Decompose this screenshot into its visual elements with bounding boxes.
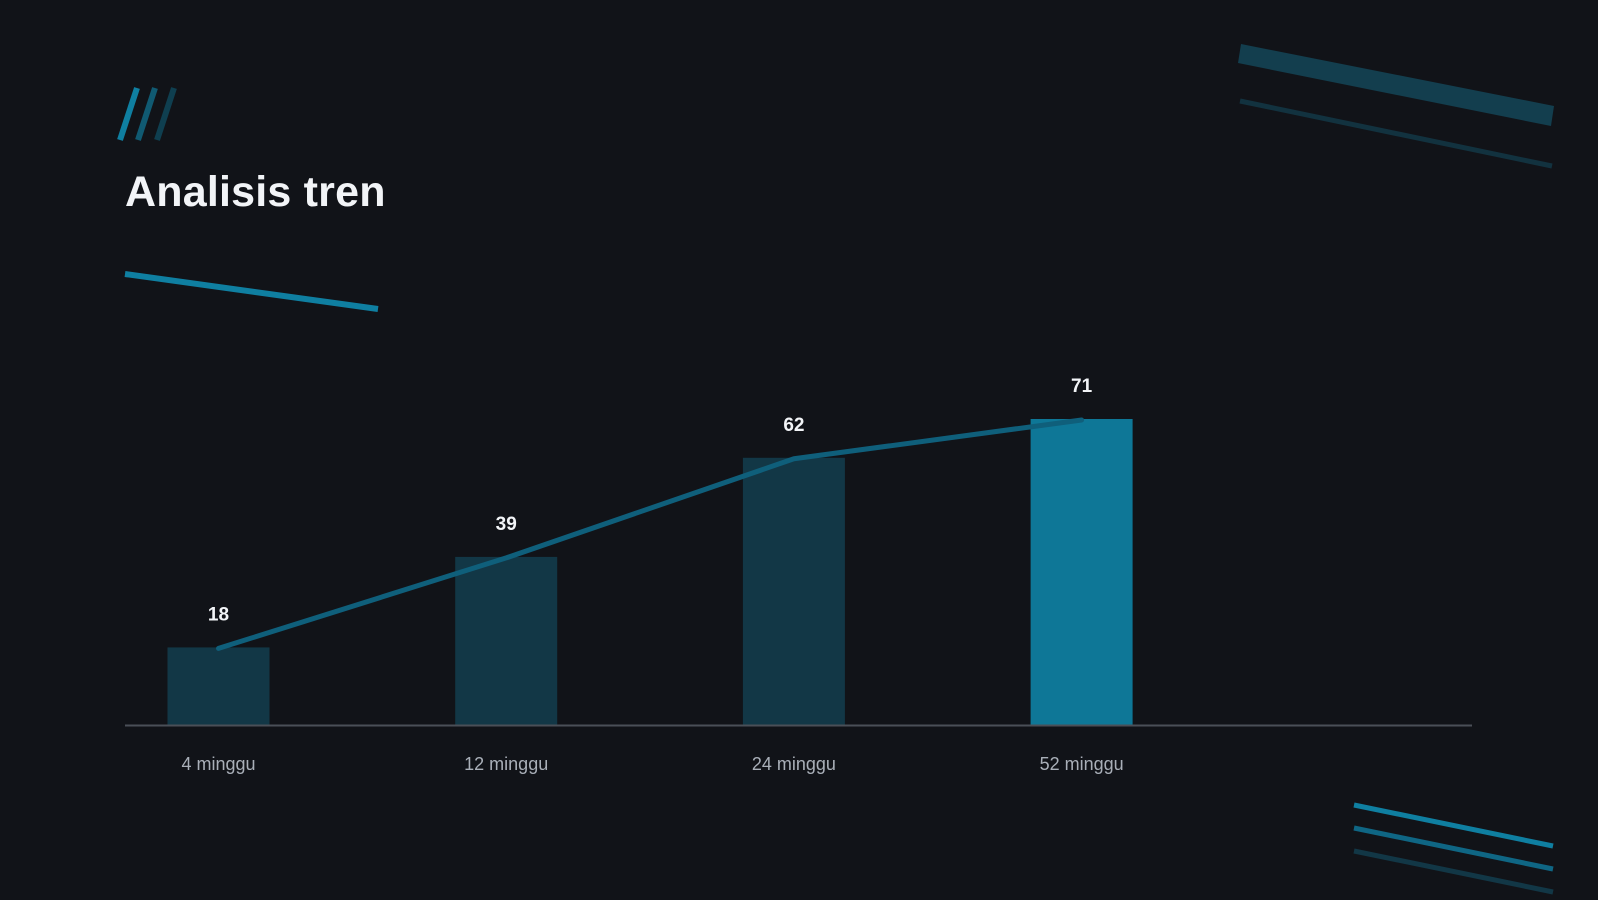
x-tick-label: 4 minggu: [181, 754, 255, 774]
value-labels: 18 39 62 71: [208, 376, 1093, 625]
bar-12-minggu: [455, 556, 558, 725]
bar-series: [167, 419, 1133, 725]
top-right-stripe-thick: [1238, 44, 1554, 126]
title-underline-accent: [124, 271, 379, 312]
value-label: 71: [1071, 376, 1093, 397]
x-axis-tick-labels: 4 minggu 12 minggu 24 minggu 52 minggu: [181, 754, 1123, 774]
x-tick-label: 52 minggu: [1040, 754, 1124, 774]
bottom-right-stripes: [1353, 802, 1554, 895]
x-tick-label: 12 minggu: [464, 754, 548, 774]
trend-line: [216, 417, 1085, 651]
value-label: 39: [496, 514, 517, 535]
x-tick-label: 24 minggu: [752, 754, 836, 774]
triple-slash-icon: [117, 87, 177, 141]
page-title: Analisis tren: [125, 168, 386, 216]
top-right-stripe-thin: [1239, 98, 1553, 169]
bar-4-minggu: [167, 647, 270, 725]
value-label: 18: [208, 604, 229, 625]
bar-24-minggu: [742, 457, 845, 725]
value-label: 62: [783, 415, 804, 436]
bar-52-minggu: [1030, 419, 1133, 725]
